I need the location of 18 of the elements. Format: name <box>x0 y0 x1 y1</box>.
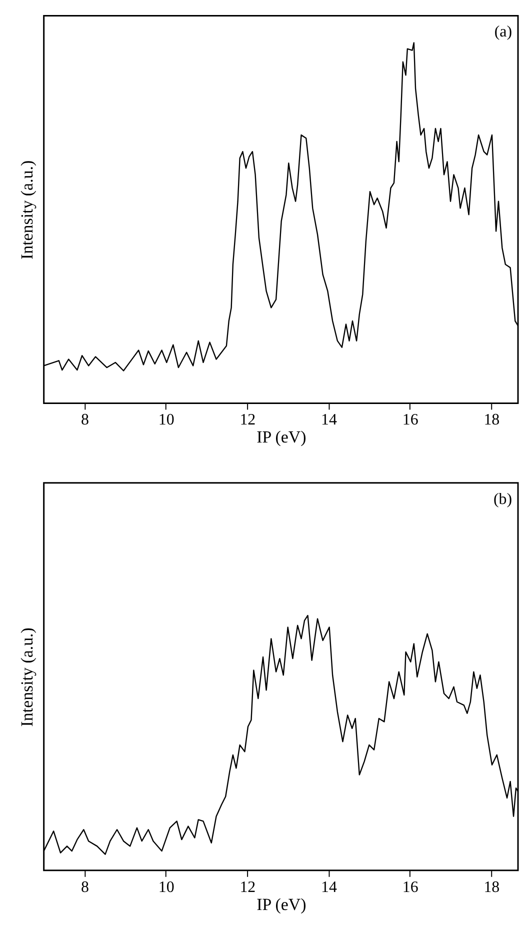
x-tick-label: 18 <box>484 878 500 896</box>
x-tick-label: 10 <box>158 412 174 429</box>
x-axis-title: IP (eV) <box>256 428 306 447</box>
x-tick-label: 16 <box>402 412 418 429</box>
x-tick-label: 16 <box>402 878 418 896</box>
y-axis-title: Intensity (a.u.) <box>17 628 36 727</box>
x-tick-label: 10 <box>158 878 174 896</box>
x-tick-label: 14 <box>321 412 337 429</box>
x-tick-label: 8 <box>81 412 90 429</box>
text: (a) <box>494 24 512 41</box>
x-tick-label: 8 <box>81 878 90 896</box>
x-tick-label: 18 <box>484 412 500 429</box>
x-axis-title: IP (eV) <box>256 894 306 914</box>
x-tick-label: 12 <box>240 412 256 429</box>
x-tick-label: 12 <box>240 878 256 896</box>
y-axis-title: Intensity (a.u.) <box>17 160 36 260</box>
text: (b) <box>493 490 512 508</box>
x-tick-label: 14 <box>321 878 337 896</box>
